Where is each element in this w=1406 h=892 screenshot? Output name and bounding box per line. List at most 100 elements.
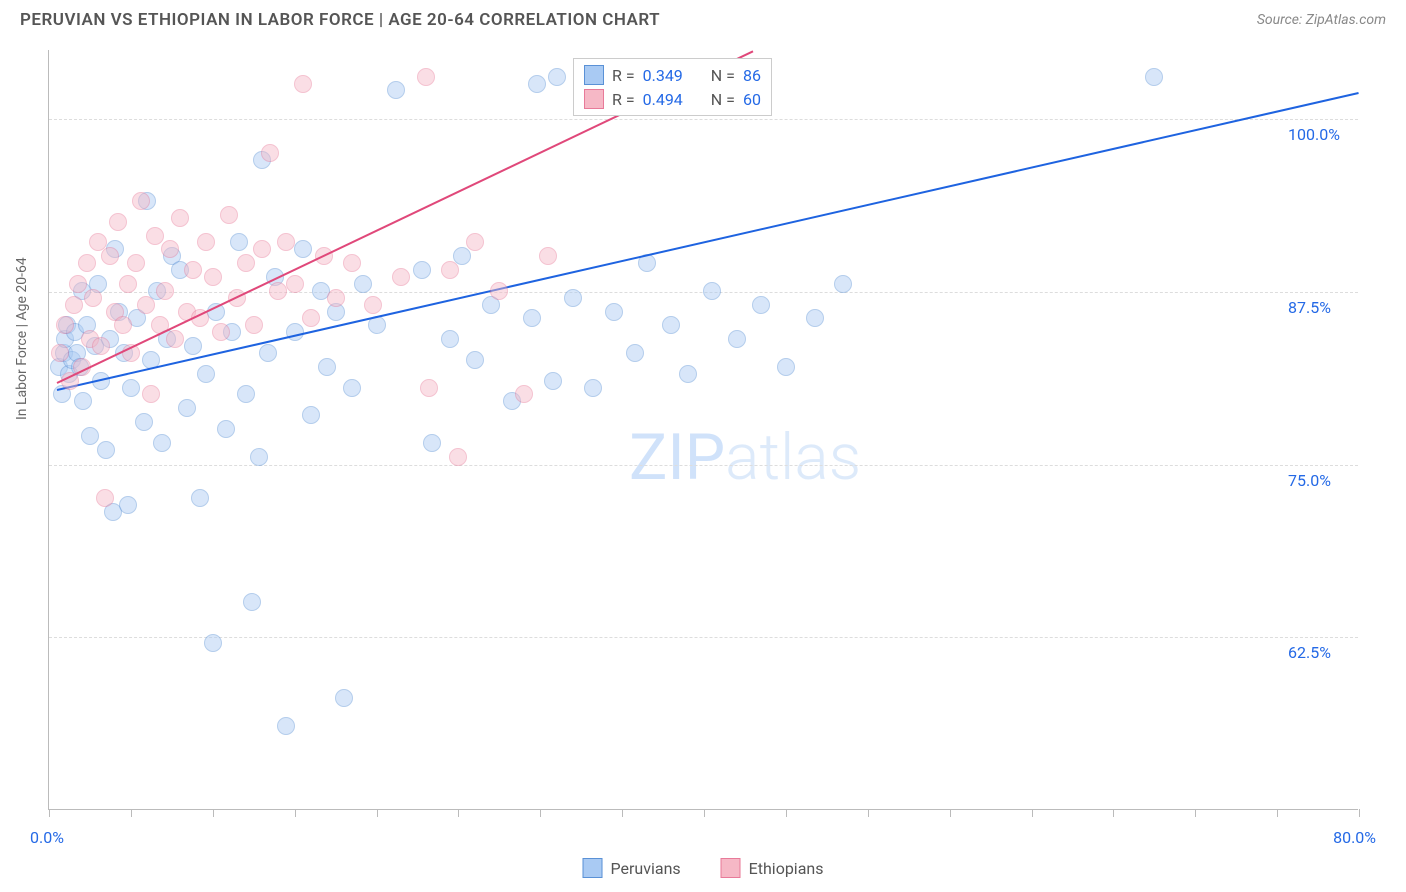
- data-point: [69, 275, 87, 293]
- stat-r-label: R =: [612, 90, 635, 109]
- data-point: [101, 247, 119, 265]
- data-point: [96, 489, 114, 507]
- data-point: [261, 144, 279, 162]
- stat-r-value: 0.349: [643, 66, 683, 85]
- stat-n-value: 86: [743, 66, 761, 85]
- x-axis-max-label: 80.0%: [1333, 828, 1376, 847]
- data-point: [204, 634, 222, 652]
- data-point: [277, 233, 295, 251]
- x-axis-min-label: 0.0%: [30, 828, 64, 847]
- x-tick: [213, 809, 214, 817]
- gridline: [49, 465, 1358, 466]
- stat-row: R = 0.349 N = 86: [584, 63, 761, 87]
- data-point: [294, 240, 312, 258]
- data-point: [703, 282, 721, 300]
- x-tick: [868, 809, 869, 817]
- data-point: [417, 68, 435, 86]
- data-point: [413, 261, 431, 279]
- data-point: [161, 240, 179, 258]
- data-point: [834, 275, 852, 293]
- data-point: [466, 233, 484, 251]
- data-point: [78, 254, 96, 272]
- data-point: [327, 289, 345, 307]
- x-tick: [704, 809, 705, 817]
- stat-n-label: N =: [711, 90, 735, 109]
- data-point: [605, 303, 623, 321]
- data-point: [191, 489, 209, 507]
- x-tick: [622, 809, 623, 817]
- data-point: [220, 206, 238, 224]
- data-point: [626, 344, 644, 362]
- stat-r-value: 0.494: [643, 90, 683, 109]
- data-point: [364, 296, 382, 314]
- data-point: [217, 420, 235, 438]
- data-point: [178, 399, 196, 417]
- x-tick: [131, 809, 132, 817]
- data-point: [318, 358, 336, 376]
- data-point: [294, 75, 312, 93]
- x-tick: [49, 809, 50, 817]
- data-point: [119, 275, 137, 293]
- data-point: [392, 268, 410, 286]
- x-tick: [786, 809, 787, 817]
- data-point: [354, 275, 372, 293]
- stat-r-label: R =: [612, 66, 635, 85]
- data-point: [584, 379, 602, 397]
- data-point: [56, 316, 74, 334]
- data-point: [81, 427, 99, 445]
- data-point: [490, 282, 508, 300]
- x-tick: [1032, 809, 1033, 817]
- data-point: [237, 254, 255, 272]
- x-tick: [458, 809, 459, 817]
- data-point: [806, 309, 824, 327]
- data-point: [423, 434, 441, 452]
- legend-swatch: [583, 858, 603, 878]
- y-axis-label: In Labor Force | Age 20-64: [14, 257, 30, 420]
- data-point: [127, 254, 145, 272]
- data-point: [184, 337, 202, 355]
- data-point: [109, 213, 127, 231]
- legend-label: Ethiopians: [749, 859, 824, 878]
- legend-swatch: [721, 858, 741, 878]
- data-point: [544, 372, 562, 390]
- x-tick: [377, 809, 378, 817]
- data-point: [466, 351, 484, 369]
- chart-title: PERUVIAN VS ETHIOPIAN IN LABOR FORCE | A…: [20, 10, 660, 30]
- data-point: [122, 379, 140, 397]
- data-point: [65, 296, 83, 314]
- data-point: [135, 413, 153, 431]
- data-point: [441, 261, 459, 279]
- data-point: [286, 275, 304, 293]
- data-point: [250, 448, 268, 466]
- data-point: [335, 689, 353, 707]
- trend-line: [57, 91, 1359, 390]
- chart-legend: Peruvians Ethiopians: [583, 858, 824, 878]
- y-tick-label: 100.0%: [1288, 125, 1340, 144]
- data-point: [277, 717, 295, 735]
- watermark-bold: ZIP: [629, 420, 725, 495]
- data-point: [752, 296, 770, 314]
- data-point: [449, 448, 467, 466]
- data-point: [132, 192, 150, 210]
- watermark-thin: atlas: [725, 420, 861, 495]
- data-point: [343, 379, 361, 397]
- data-point: [137, 296, 155, 314]
- x-tick: [1359, 809, 1360, 817]
- data-point: [539, 247, 557, 265]
- watermark: ZIPatlas: [629, 420, 861, 495]
- data-point: [51, 344, 69, 362]
- data-point: [387, 81, 405, 99]
- data-point: [166, 330, 184, 348]
- source-attribution: Source: ZipAtlas.com: [1257, 12, 1386, 28]
- data-point: [142, 385, 160, 403]
- stat-n-label: N =: [711, 66, 735, 85]
- gridline: [49, 637, 1358, 638]
- data-point: [171, 209, 189, 227]
- correlation-stats-box: R = 0.349N = 86R = 0.494N = 60: [573, 58, 772, 116]
- data-point: [243, 593, 261, 611]
- data-point: [302, 406, 320, 424]
- legend-label: Peruvians: [611, 859, 681, 878]
- data-point: [528, 75, 546, 93]
- data-point: [204, 268, 222, 286]
- data-point: [777, 358, 795, 376]
